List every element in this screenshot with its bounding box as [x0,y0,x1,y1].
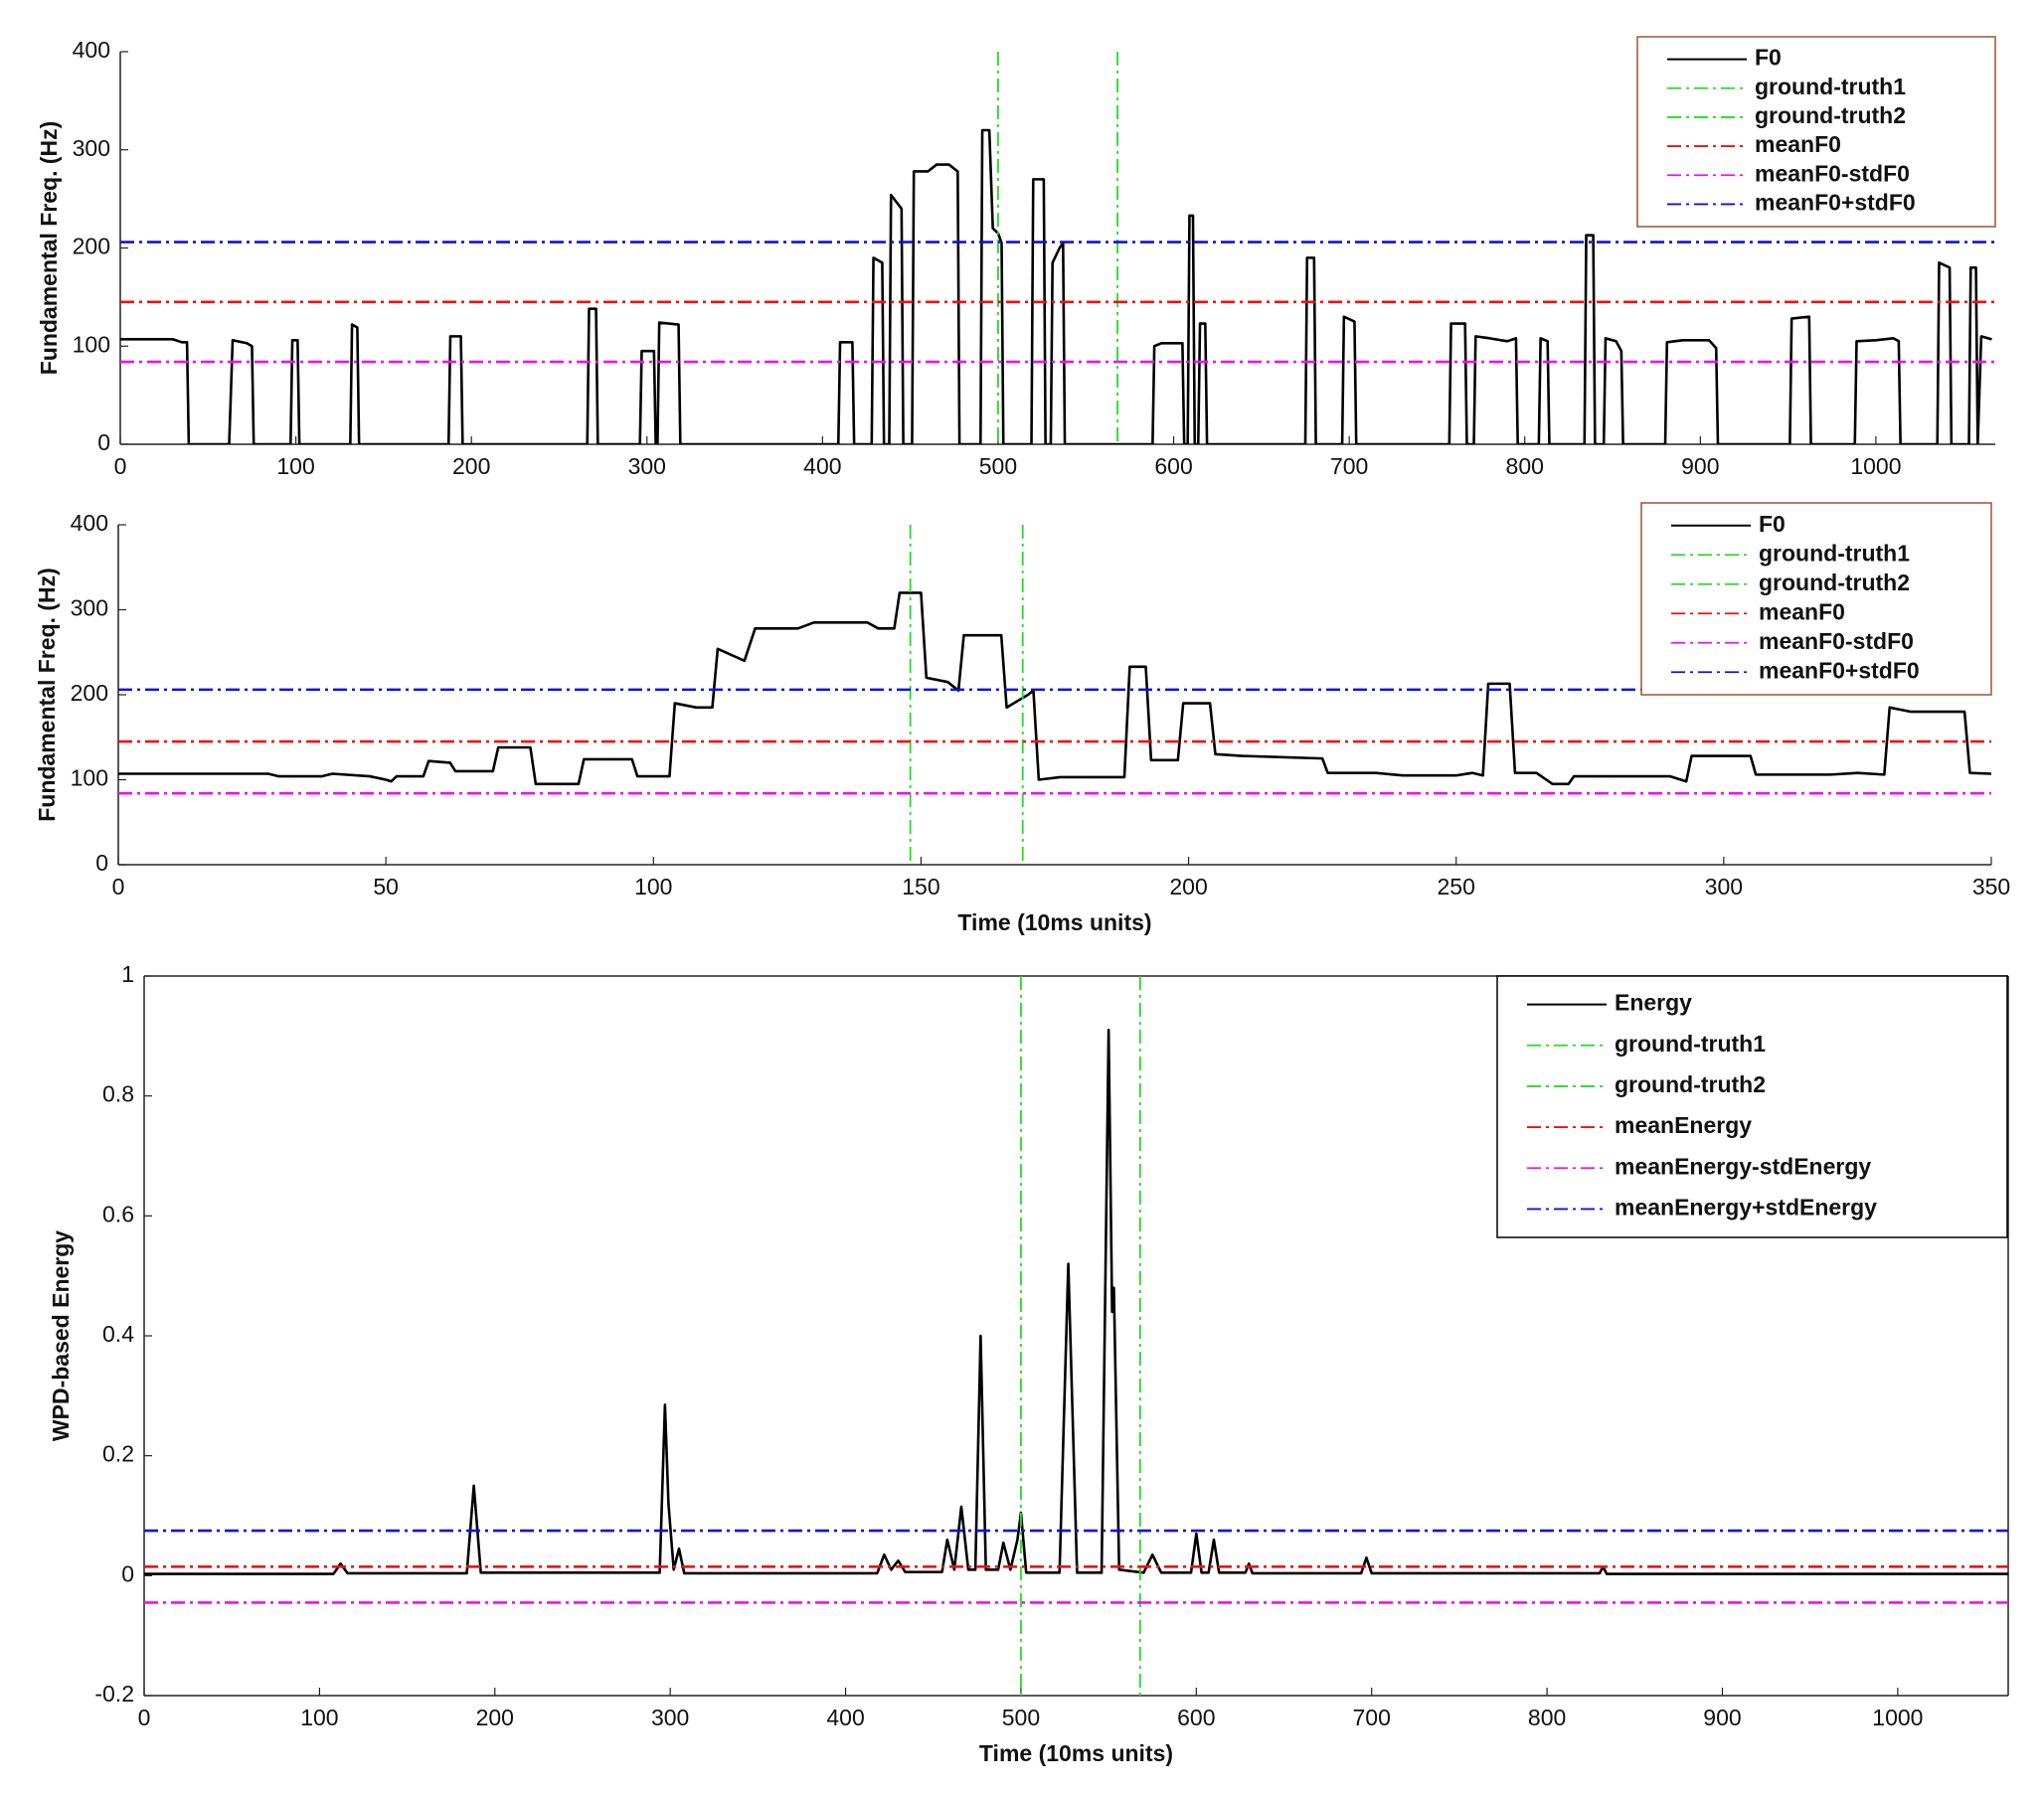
x-axis-label: Time (10ms units) [957,909,1151,935]
y-tick-label: 300 [71,595,108,621]
legend: F0 ground-truth1 ground-truth2 meanF0 meanF0… [1640,502,1992,696]
x-tick-label: 0 [138,1705,151,1730]
line-series [120,128,1992,444]
legend-label: ground-truth1 [1755,74,1906,99]
x-tick-label: 100 [276,453,314,479]
y-tick-label: 400 [73,37,110,63]
x-tick-label: 800 [1506,453,1544,479]
x-tick-label: 600 [1177,1705,1215,1730]
legend-label: F0 [1759,511,1786,537]
y-tick-label: 100 [73,331,110,357]
y-axis-label: Fundamental Freq. (Hz) [34,568,60,822]
legend-label: meanEnergy+stdEnergy [1615,1194,1877,1220]
legend-label: meanF0+stdF0 [1755,189,1916,215]
chart: 0 100 200 300 400 500 600 700 800 900 1000 0 100 200 3… [36,36,1996,479]
legend-box [1636,36,1996,228]
x-tick-label: 800 [1528,1705,1566,1730]
y-tick-label: 0.8 [102,1081,134,1107]
x-tick-label: 300 [651,1705,689,1730]
legend-label: ground-truth2 [1755,102,1906,128]
legend-label: meanEnergy-stdEnergy [1615,1153,1871,1179]
y-tick-label: 400 [71,510,108,536]
legend-label: meanF0+stdF0 [1759,657,1920,683]
y-axis-label: WPD-based Energy [48,1230,74,1441]
y-tick-label: 200 [71,680,108,706]
x-tick-label: 500 [979,453,1017,479]
x-tick-label: 50 [373,874,399,899]
legend-label: meanF0 [1759,598,1845,624]
y-tick-label: 0.6 [102,1201,134,1226]
x-tick-label: 300 [628,453,666,479]
x-tick-label: 200 [476,1705,514,1730]
plot-area [144,976,2008,1696]
legend-label: meanEnergy [1615,1112,1752,1138]
legend-box [1640,502,1992,696]
x-tick-label: 200 [1169,874,1207,899]
y-tick-label: 0.4 [102,1321,134,1347]
y-tick-label: -0.2 [94,1681,134,1707]
x-tick-label: 100 [634,874,672,899]
x-tick-label: 300 [1705,874,1743,899]
x-tick-label: 200 [452,453,490,479]
x-tick-label: 350 [1972,874,2010,899]
legend-label: meanF0-stdF0 [1755,160,1910,186]
y-axis-label: Fundamental Freq. (Hz) [36,121,62,376]
y-tick-label: 1 [121,961,134,987]
y-tick-label: 0 [121,1560,134,1586]
y-tick-label: 0.2 [102,1441,134,1467]
y-tick-label: 0 [97,429,110,455]
x-tick-label: 400 [803,453,841,479]
y-tick-label: 100 [71,765,108,791]
x-axis-label: Time (10ms units) [979,1740,1173,1766]
x-tick-label: 500 [1002,1705,1040,1730]
x-tick-label: 900 [1703,1705,1741,1730]
x-tick-label: 1000 [1850,453,1901,479]
x-tick-label: 100 [300,1705,338,1730]
x-tick-label: 1000 [1872,1705,1923,1730]
x-tick-label: 250 [1438,874,1475,899]
x-tick-label: 700 [1330,453,1368,479]
legend: F0 ground-truth1 ground-truth2 meanF0 meanF0… [1636,36,1996,228]
legend-label: Energy [1615,990,1692,1016]
legend-label: ground-truth2 [1615,1071,1766,1097]
x-tick-label: 0 [112,874,125,899]
legend-label: ground-truth2 [1759,570,1910,595]
y-tick-label: 200 [73,234,110,259]
legend-label: meanF0 [1755,131,1841,157]
y-tick-label: 0 [95,850,108,876]
legend-label: F0 [1755,45,1782,71]
chart: 0 100 200 300 400 500 600 700 800 900 1000-0.200.2… [48,961,2009,1766]
x-tick-label: 150 [902,874,939,899]
legend-label: meanF0-stdF0 [1759,628,1914,654]
x-tick-label: 400 [826,1705,864,1730]
chart: 0 50 100 150 200 250 300 350 0 100 200 300 400 Fundam… [34,502,2010,935]
x-tick-label: 0 [114,453,127,479]
legend-box [1496,975,2008,1238]
legend-label: ground-truth1 [1615,1031,1766,1057]
y-tick-label: 300 [73,135,110,161]
plot-area [120,52,1995,444]
x-tick-label: 900 [1681,453,1719,479]
legend: Energy ground-truth1 ground-truth2 meanEner… [1496,975,2008,1238]
x-tick-label: 700 [1353,1705,1391,1730]
line-series [118,591,1991,786]
line-series [144,1029,2008,1575]
x-tick-label: 600 [1154,453,1192,479]
legend-label: ground-truth1 [1759,540,1910,566]
